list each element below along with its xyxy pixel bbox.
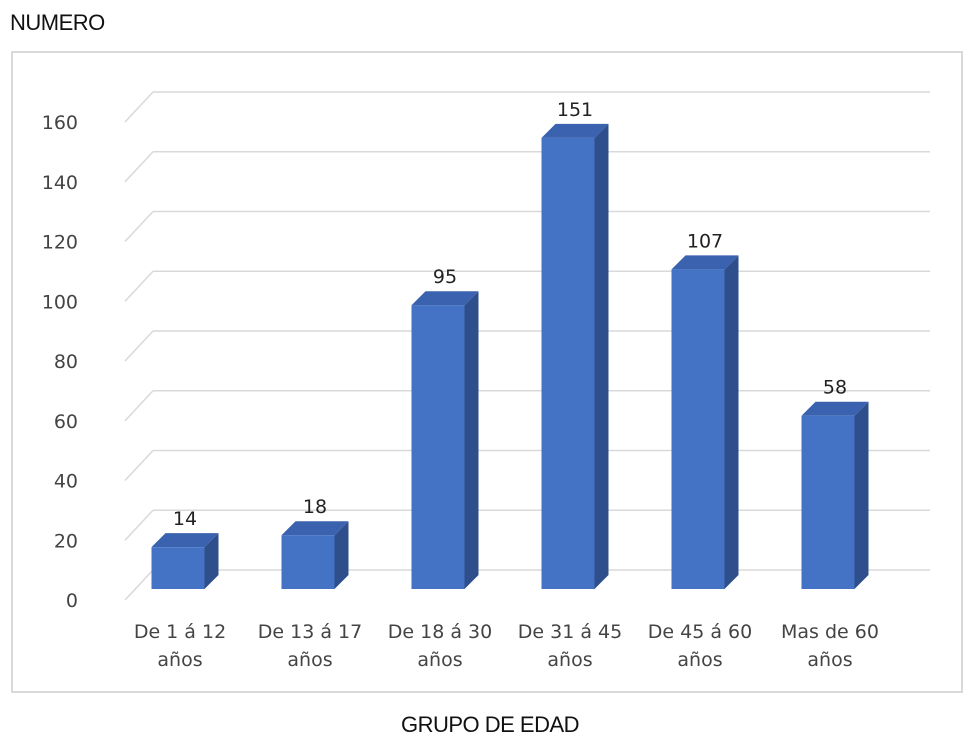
gridline-slant: [124, 509, 154, 541]
x-axis-title: GRUPO DE EDAD: [400, 712, 580, 737]
x-tick-label: años: [677, 649, 722, 671]
chart-border: [11, 51, 963, 693]
gridline-slant: [124, 569, 154, 601]
bar-3: 151: [541, 99, 609, 589]
bar-top-face: [541, 123, 609, 138]
data-label: 58: [823, 377, 847, 399]
gridline-slant: [124, 330, 154, 362]
y-tick-label: 60: [54, 411, 78, 433]
y-tick-label: 40: [54, 471, 78, 493]
data-label: 18: [303, 496, 327, 518]
x-tick-label: De 1 á 12: [134, 621, 226, 643]
bar-front-face: [281, 535, 335, 589]
x-tick-label: De 13 á 17: [258, 621, 362, 643]
bar-top-face: [671, 255, 739, 270]
bar-front-face: [671, 269, 725, 589]
data-label: 14: [173, 508, 197, 530]
y-tick-labels: 0 20 40 60 80 100 120 140 160: [42, 112, 78, 612]
bar-front-face: [151, 547, 205, 589]
bar-0: 14: [151, 508, 219, 589]
y-tick-label: 120: [42, 232, 78, 254]
gridline-slant: [124, 91, 154, 123]
bars: 14 18 95 151 107 58: [151, 99, 869, 589]
bar-side-face: [724, 255, 739, 589]
bar-4: 107: [671, 230, 739, 589]
bar-top-face: [411, 291, 479, 306]
x-tick-label: años: [287, 649, 332, 671]
bar-top-face: [801, 401, 869, 416]
bar-side-face: [204, 533, 219, 589]
bar-side-face: [334, 521, 349, 589]
x-tick-label: De 31 á 45: [518, 621, 622, 643]
bar-top-face: [281, 521, 349, 536]
bar-side-face: [854, 401, 869, 589]
gridline-slant: [124, 210, 154, 243]
y-tick-label: 0: [66, 590, 78, 612]
data-label: 107: [687, 230, 723, 252]
x-tick-label: De 18 á 30: [388, 621, 492, 643]
bar-2: 95: [411, 266, 479, 589]
gridline-slant: [124, 449, 154, 482]
bar-front-face: [411, 305, 465, 589]
gridline-slant: [124, 390, 154, 422]
y-tick-label: 160: [42, 112, 78, 134]
gridline-slant: [124, 270, 154, 302]
y-tick-label: 140: [42, 172, 78, 194]
y-tick-label: 20: [54, 530, 78, 552]
category-labels: De 1 á 12 años De 13 á 17 años De 18 á 30 año…: [134, 621, 879, 671]
bar-side-face: [594, 123, 609, 589]
data-label: 95: [433, 266, 457, 288]
y-tick-label: 100: [42, 291, 78, 313]
x-tick-label: Mas de 60: [781, 621, 879, 643]
bar-1: 18: [281, 496, 349, 589]
x-tick-label: años: [417, 649, 462, 671]
bar-top-face: [151, 533, 219, 548]
y-axis-title: NUMERO: [10, 10, 105, 35]
bar-front-face: [801, 415, 855, 589]
bar-side-face: [464, 291, 479, 589]
x-tick-label: años: [547, 649, 592, 671]
x-tick-label: De 45 á 60: [648, 621, 752, 643]
bar-5: 58: [801, 377, 869, 589]
bar-front-face: [541, 137, 595, 589]
x-tick-label: años: [157, 649, 202, 671]
data-label: 151: [557, 99, 593, 121]
x-tick-label: años: [807, 649, 852, 671]
y-tick-label: 80: [54, 351, 78, 373]
gridline-slant: [124, 151, 154, 183]
